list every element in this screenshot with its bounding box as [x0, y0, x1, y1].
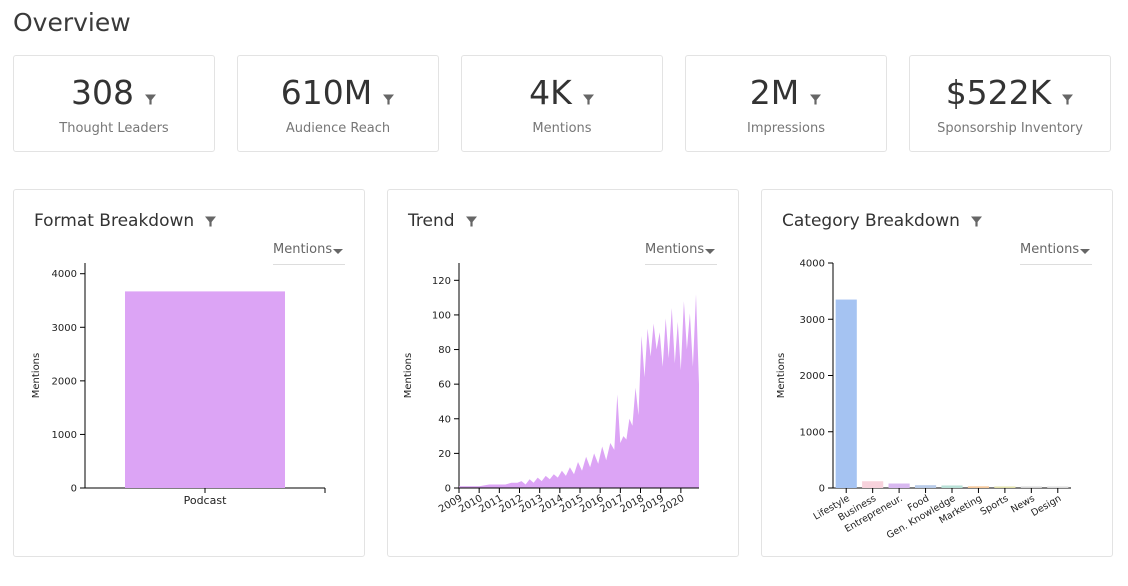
kpi-value: 4K: [529, 73, 572, 112]
kpi-label: Sponsorship Inventory: [937, 121, 1083, 136]
format-breakdown-card: Format Breakdown Mentions 0 1000 2000 3000 4…: [13, 189, 365, 557]
kpi-value: 308: [71, 73, 134, 112]
y-tick-label: 40: [438, 414, 451, 425]
page-title: Overview: [13, 8, 131, 37]
y-tick-label: 20: [438, 449, 451, 460]
kpi-value: 610M: [280, 73, 373, 112]
kpi-label: Impressions: [747, 121, 825, 136]
caret-down-icon: [1080, 249, 1090, 254]
kpi-card-impressions: 2M Impressions: [685, 55, 887, 152]
filter-icon[interactable]: [204, 215, 217, 228]
kpi-card-sponsorship-inventory: $522K Sponsorship Inventory: [909, 55, 1111, 152]
x-tick-label: 2020: [659, 493, 687, 515]
filter-icon[interactable]: [144, 93, 157, 106]
y-axis-label: Mentions: [776, 353, 787, 398]
bar: [941, 485, 963, 488]
y-tick-label: 4000: [800, 259, 825, 270]
bar: [994, 486, 1016, 488]
bar: [967, 486, 990, 488]
y-tick-label: 4000: [52, 269, 77, 280]
category-chart: 01000200030004000MentionsLifestyleBusine…: [776, 259, 1071, 541]
y-tick-label: 0: [445, 484, 451, 495]
category-breakdown-card: Category Breakdown Mentions 0 1000 2000 300…: [761, 189, 1113, 557]
trend-card: Trend Mentions 0 20 40 60 80 100 120 Mentions 20…: [387, 189, 739, 557]
caret-down-icon: [333, 249, 343, 254]
x-tick-label: Design: [1029, 493, 1063, 519]
y-tick-label: 1000: [800, 427, 825, 438]
kpi-value: 2M: [749, 73, 800, 112]
metric-dropdown[interactable]: Mentions: [273, 242, 345, 265]
y-tick-label: 3000: [800, 315, 825, 326]
y-tick-label: 0: [71, 484, 77, 495]
bar: [862, 481, 884, 488]
y-axis-label: Mentions: [403, 353, 414, 398]
y-tick-label: 3000: [52, 323, 77, 334]
y-tick-label: 1000: [52, 430, 77, 441]
y-tick-label: 2000: [52, 376, 77, 387]
y-axis-label: Mentions: [31, 353, 42, 398]
y-tick-label: 120: [432, 276, 451, 287]
kpi-card-mentions: 4K Mentions: [461, 55, 663, 152]
caret-down-icon: [705, 249, 715, 254]
bar: [1020, 486, 1042, 488]
x-tick-label: Podcast: [184, 494, 227, 507]
kpi-card-audience-reach: 610M Audience Reach: [237, 55, 439, 152]
kpi-card-thought-leaders: 308 Thought Leaders: [13, 55, 215, 152]
filter-icon[interactable]: [465, 215, 478, 228]
format-chart: 0 1000 2000 3000 4000 Mentions Podcast: [31, 263, 326, 507]
bar: [1047, 486, 1069, 488]
filter-icon[interactable]: [582, 93, 595, 106]
filter-icon[interactable]: [970, 215, 983, 228]
metric-dropdown-label: Mentions: [645, 242, 705, 257]
card-title: Format Breakdown: [34, 211, 195, 231]
area-series: [459, 294, 699, 488]
y-tick-label: 0: [819, 484, 825, 495]
filter-icon[interactable]: [382, 93, 395, 106]
filter-icon[interactable]: [809, 93, 822, 106]
card-title: Trend: [408, 211, 455, 231]
bar: [125, 291, 285, 488]
x-tick-label: Sports: [979, 493, 1011, 518]
bar: [888, 483, 910, 488]
kpi-value: $522K: [945, 73, 1052, 112]
y-tick-label: 80: [438, 345, 451, 356]
metric-dropdown-label: Mentions: [273, 242, 333, 257]
bar: [914, 485, 937, 488]
metric-dropdown[interactable]: Mentions: [1020, 242, 1092, 265]
y-tick-label: 60: [438, 380, 451, 391]
card-title: Category Breakdown: [782, 211, 960, 231]
y-tick-label: 100: [432, 310, 451, 321]
kpi-label: Thought Leaders: [59, 121, 169, 136]
trend-chart: 020406080100120Mentions20092010201120122…: [403, 263, 699, 515]
kpi-label: Mentions: [532, 121, 592, 136]
y-tick-label: 2000: [800, 371, 825, 382]
kpi-label: Audience Reach: [285, 121, 391, 136]
metric-dropdown[interactable]: Mentions: [645, 242, 717, 265]
bar: [835, 299, 857, 488]
metric-dropdown-label: Mentions: [1020, 242, 1080, 257]
filter-icon[interactable]: [1061, 93, 1074, 106]
